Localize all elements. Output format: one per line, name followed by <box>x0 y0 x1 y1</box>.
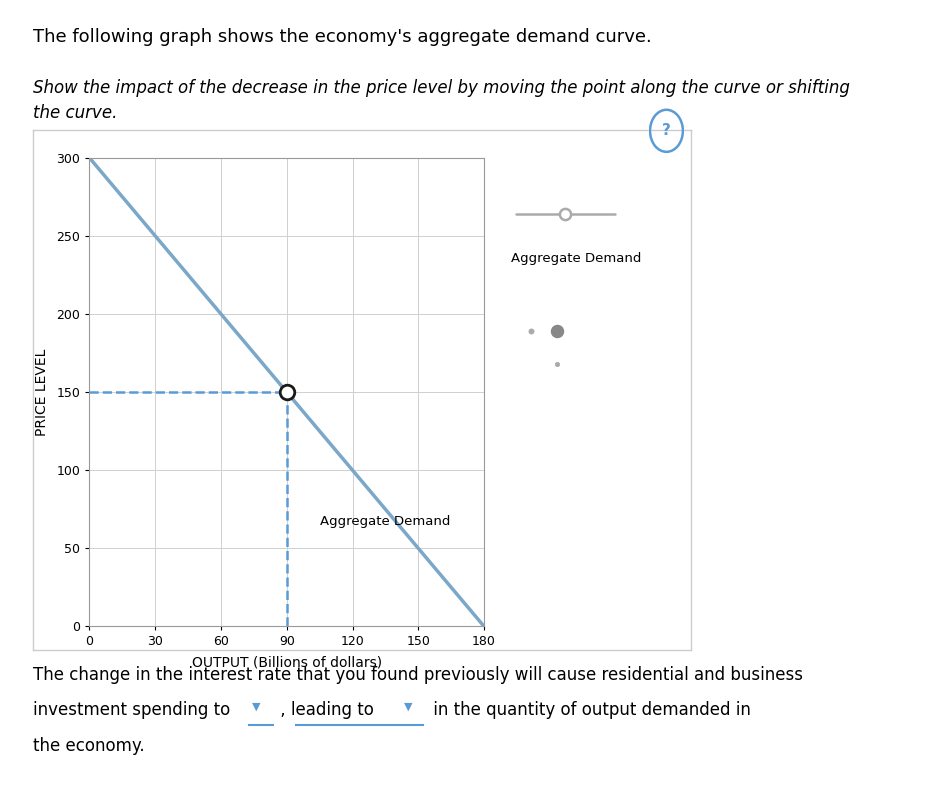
Text: Aggregate Demand: Aggregate Demand <box>320 515 450 528</box>
Text: in the quantity of output demanded in: in the quantity of output demanded in <box>428 701 750 719</box>
Point <box>523 325 538 337</box>
Text: , leading to: , leading to <box>275 701 374 719</box>
Text: investment spending to: investment spending to <box>33 701 230 719</box>
Text: the curve.: the curve. <box>33 104 118 122</box>
Point <box>279 386 294 399</box>
Text: ▼: ▼ <box>252 701 260 712</box>
Text: The following graph shows the economy's aggregate demand curve.: The following graph shows the economy's … <box>33 28 651 46</box>
X-axis label: OUTPUT (Billions of dollars): OUTPUT (Billions of dollars) <box>192 656 382 670</box>
Text: Show the impact of the decrease in the price level by moving the point along the: Show the impact of the decrease in the p… <box>33 79 850 97</box>
Text: ▼: ▼ <box>404 701 413 712</box>
Text: ?: ? <box>662 123 671 139</box>
Y-axis label: PRICE LEVEL: PRICE LEVEL <box>36 348 50 436</box>
Text: The change in the interest rate that you found previously will cause residential: The change in the interest rate that you… <box>33 666 803 684</box>
Text: the economy.: the economy. <box>33 737 145 755</box>
Point <box>549 358 564 370</box>
Point <box>557 208 572 221</box>
Text: Aggregate Demand: Aggregate Demand <box>511 252 641 265</box>
Point <box>549 325 564 337</box>
